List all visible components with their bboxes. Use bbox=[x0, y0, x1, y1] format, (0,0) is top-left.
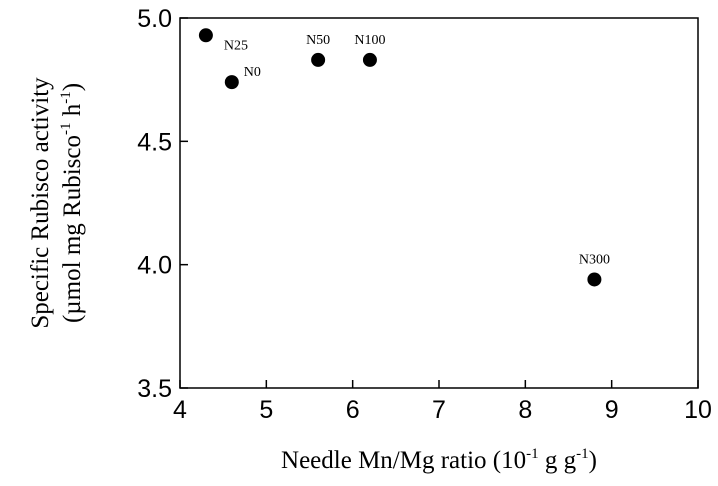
data-point-n100 bbox=[362, 52, 377, 67]
x-tick-label: 6 bbox=[346, 396, 360, 424]
x-tick-label: 8 bbox=[518, 396, 532, 424]
y-axis-title-line1: Specific Rubisco activity bbox=[27, 77, 54, 329]
y-tick-label: 3.5 bbox=[137, 375, 172, 403]
data-label-n100: N100 bbox=[354, 33, 385, 48]
y-axis-title-line2-sup2: -1 bbox=[58, 91, 74, 104]
x-axis-title-sup1: -1 bbox=[526, 446, 539, 462]
data-point-n300 bbox=[587, 272, 602, 287]
x-tick-label: 9 bbox=[605, 396, 619, 424]
data-point-n25 bbox=[198, 28, 213, 43]
data-label-n0: N0 bbox=[244, 65, 261, 80]
y-axis-ticks: 3.5 4.0 4.5 5.0 bbox=[137, 5, 188, 403]
data-point-n0 bbox=[224, 75, 239, 90]
y-tick-label: 4.5 bbox=[137, 128, 172, 156]
x-axis-title-pre: Needle Mn/Mg ratio (10 bbox=[281, 447, 526, 474]
y-tick-label: 5.0 bbox=[137, 5, 172, 33]
x-axis-title-sup2: -1 bbox=[576, 446, 589, 462]
data-label-n50: N50 bbox=[306, 33, 330, 48]
data-label-n25: N25 bbox=[224, 38, 248, 53]
data-points: N25 N0 N50 N100 N300 bbox=[198, 28, 610, 287]
data-point-n50 bbox=[311, 52, 326, 67]
y-axis-title: Specific Rubisco activity (µmol mg Rubis… bbox=[27, 77, 86, 329]
y-axis-title-line2-post: ) bbox=[59, 83, 86, 91]
x-tick-label: 7 bbox=[432, 396, 446, 424]
x-tick-label: 10 bbox=[684, 396, 712, 424]
x-tick-label: 5 bbox=[259, 396, 273, 424]
x-tick-label: 4 bbox=[173, 396, 187, 424]
y-axis-title-line2: (µmol mg Rubisco-1 h-1) bbox=[58, 83, 86, 323]
x-axis-title: Needle Mn/Mg ratio (10-1 g g-1) bbox=[281, 446, 597, 474]
y-axis-title-line2-mid: h bbox=[59, 103, 86, 122]
x-axis-title-post: ) bbox=[589, 447, 597, 474]
x-axis-ticks: 4 5 6 7 8 9 10 bbox=[173, 380, 712, 424]
y-axis-title-line2-sup1: -1 bbox=[58, 123, 74, 136]
x-axis-title-mid: g g bbox=[539, 447, 577, 474]
y-tick-label: 4.0 bbox=[137, 252, 172, 280]
y-axis-title-line2-pre: (µmol mg Rubisco bbox=[59, 135, 86, 323]
data-label-n300: N300 bbox=[579, 252, 610, 267]
